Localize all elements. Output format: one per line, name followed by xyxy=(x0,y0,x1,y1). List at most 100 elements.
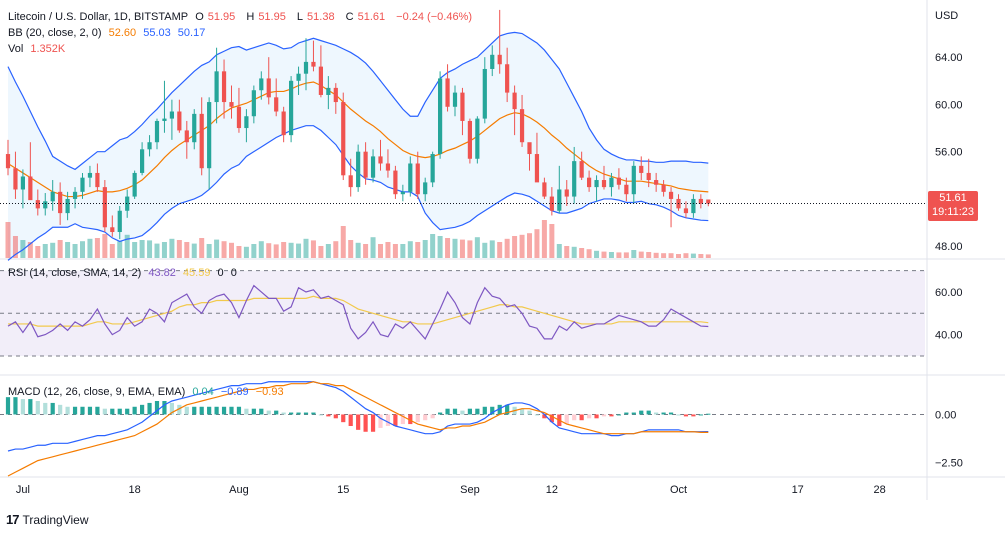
macd-histogram-bar xyxy=(35,401,40,415)
volume-bar xyxy=(646,252,652,258)
macd-histogram-bar xyxy=(587,414,592,419)
time-tick-label: 15 xyxy=(337,484,349,496)
candle-body xyxy=(452,92,458,107)
macd-histogram-bar xyxy=(393,414,398,426)
macd-histogram-bar xyxy=(274,410,279,415)
volume-bar xyxy=(452,238,458,258)
volume-bar xyxy=(422,240,428,258)
macd-histogram-bar xyxy=(579,414,584,421)
macd-histogram-bar xyxy=(333,414,338,419)
candle-body xyxy=(691,198,696,214)
volume-bar xyxy=(229,242,234,258)
candle-body xyxy=(400,191,405,195)
volume-bar xyxy=(147,240,153,258)
volume-bar xyxy=(430,234,436,258)
bb-legend[interactable]: BB (20, close, 2, 0) 52.60 55.03 50.17 xyxy=(8,26,209,40)
tradingview-logo-icon: 17 xyxy=(6,512,20,527)
volume-bar xyxy=(132,242,138,258)
volume-bar xyxy=(117,241,123,258)
bb-basis-value: 52.60 xyxy=(108,27,137,39)
tradingview-brand[interactable]: 17 TradingView xyxy=(6,512,89,527)
rsi-zero-2: 0 xyxy=(230,267,237,279)
macd-histogram-bar xyxy=(87,406,93,415)
volume-bar xyxy=(541,220,547,258)
macd-histogram-bar xyxy=(505,404,510,415)
candle-body xyxy=(661,184,666,192)
macd-histogram-bar xyxy=(147,402,152,415)
macd-histogram-bar xyxy=(542,414,547,419)
volume-bar xyxy=(690,253,696,258)
volume-bar xyxy=(65,242,71,258)
macd-histogram-bar xyxy=(631,412,636,415)
candle-body xyxy=(408,163,413,192)
volume-bar xyxy=(310,240,316,258)
candle-body xyxy=(438,78,443,155)
rsi-tick-label: 40.00 xyxy=(935,330,963,342)
brand-name: TradingView xyxy=(22,512,89,527)
candle-body xyxy=(423,182,428,195)
vol-value: 1.352K xyxy=(30,43,66,55)
volume-bar xyxy=(482,242,488,258)
time-tick-label: Aug xyxy=(229,484,249,496)
volume-bar xyxy=(176,240,182,258)
volume-bar xyxy=(348,240,354,258)
macd-histogram-bar xyxy=(13,397,18,415)
volume-bar xyxy=(474,237,480,258)
candle-body xyxy=(80,177,85,192)
rsi-line xyxy=(7,284,709,340)
volume-bar xyxy=(273,244,279,258)
volume-bar xyxy=(80,241,85,258)
macd-legend[interactable]: MACD (12, 26, close, 9, EMA, EMA) 0.04 −… xyxy=(8,385,288,399)
rsi-value: 43.82 xyxy=(148,267,176,279)
candle-body xyxy=(587,177,592,188)
candle-body xyxy=(169,111,174,119)
macd-histogram-bar xyxy=(601,414,607,417)
candle-body xyxy=(333,87,338,103)
volume-bar xyxy=(27,242,33,258)
candle-body xyxy=(13,168,18,190)
volume-bar xyxy=(236,246,242,258)
macd-histogram-bar xyxy=(445,408,450,415)
candle-body xyxy=(274,97,279,112)
macd-histogram-bar xyxy=(564,414,569,425)
volume-bar xyxy=(184,242,190,258)
volume-bar xyxy=(72,244,78,258)
rsi-legend[interactable]: RSI (14, close, SMA, 14, 2) 43.82 45.59 … xyxy=(8,266,241,280)
macd-histogram-bar xyxy=(668,412,674,415)
macd-histogram-bar xyxy=(221,406,227,415)
candle-body xyxy=(601,180,607,188)
volume-legend[interactable]: Vol 1.352K xyxy=(8,42,69,56)
candle-body xyxy=(415,163,420,195)
macd-histogram-bar xyxy=(527,410,532,415)
macd-histogram-bar xyxy=(140,404,145,415)
candle-body xyxy=(102,187,107,228)
last-price-tag: 51.61 19:11:23 xyxy=(928,191,978,221)
volume-bar xyxy=(221,241,227,258)
macd-histogram-bar xyxy=(609,414,614,417)
macd-histogram-bar xyxy=(616,414,621,416)
volume-bar xyxy=(251,244,257,258)
volume-bar xyxy=(199,238,205,258)
candle-body xyxy=(356,151,361,188)
candle-body xyxy=(154,120,160,143)
candle-body xyxy=(497,54,502,65)
candle-body xyxy=(87,172,93,178)
candle-body xyxy=(654,180,659,185)
time-tick-label: 28 xyxy=(874,484,886,496)
candle-body xyxy=(266,78,271,98)
volume-bar xyxy=(124,234,130,258)
candle-body xyxy=(95,172,100,188)
macd-histogram-bar xyxy=(236,406,242,415)
macd-histogram-bar xyxy=(289,412,294,415)
macd-histogram-bar xyxy=(58,404,63,415)
macd-histogram-bar xyxy=(207,406,212,415)
macd-histogram-bar xyxy=(296,412,301,415)
volume-bar xyxy=(288,242,294,258)
macd-histogram-bar xyxy=(624,412,629,415)
volume-bar xyxy=(497,242,503,258)
macd-histogram-bar xyxy=(244,408,249,415)
candle-body xyxy=(378,156,383,164)
candle-body xyxy=(706,199,711,204)
volume-bar xyxy=(191,243,197,258)
